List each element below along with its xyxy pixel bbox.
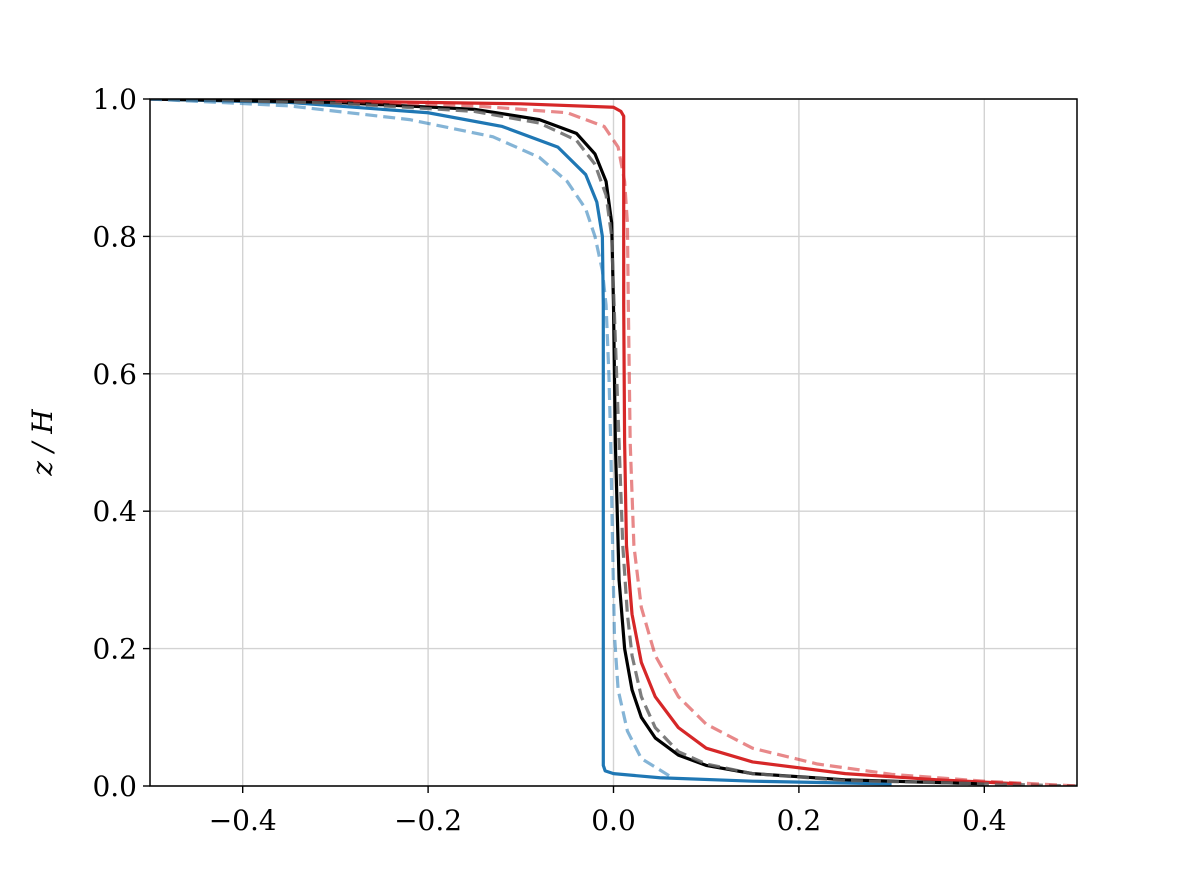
x-axis: −0.4 −0.2 0.0 0.2 0.4 xyxy=(209,786,1007,837)
series-line-5 xyxy=(150,99,670,778)
series-group xyxy=(150,99,1077,786)
series-line-4 xyxy=(150,99,1077,786)
series-line-3 xyxy=(150,99,985,786)
y-tick-label: 1.0 xyxy=(92,83,137,116)
x-tick-label: −0.2 xyxy=(394,804,462,837)
x-tick-label: 0.4 xyxy=(962,804,1007,837)
x-tick-label: 0.0 xyxy=(591,804,636,837)
y-tick-label: 0.2 xyxy=(92,633,137,666)
y-tick-label: 0.4 xyxy=(92,495,137,528)
x-tick-label: 0.2 xyxy=(777,804,822,837)
y-axis: 0.0 0.2 0.4 0.6 0.8 1.0 xyxy=(92,83,150,803)
series-line-2 xyxy=(150,99,1022,786)
y-axis-label: z / H xyxy=(26,409,59,477)
series-line-6 xyxy=(335,99,1077,786)
y-tick-label: 0.6 xyxy=(92,358,137,391)
x-tick-label: −0.4 xyxy=(209,804,277,837)
series-line-1 xyxy=(150,99,892,786)
grid xyxy=(150,98,1077,787)
y-tick-label: 0.8 xyxy=(92,220,137,253)
y-tick-label: 0.0 xyxy=(92,770,137,803)
